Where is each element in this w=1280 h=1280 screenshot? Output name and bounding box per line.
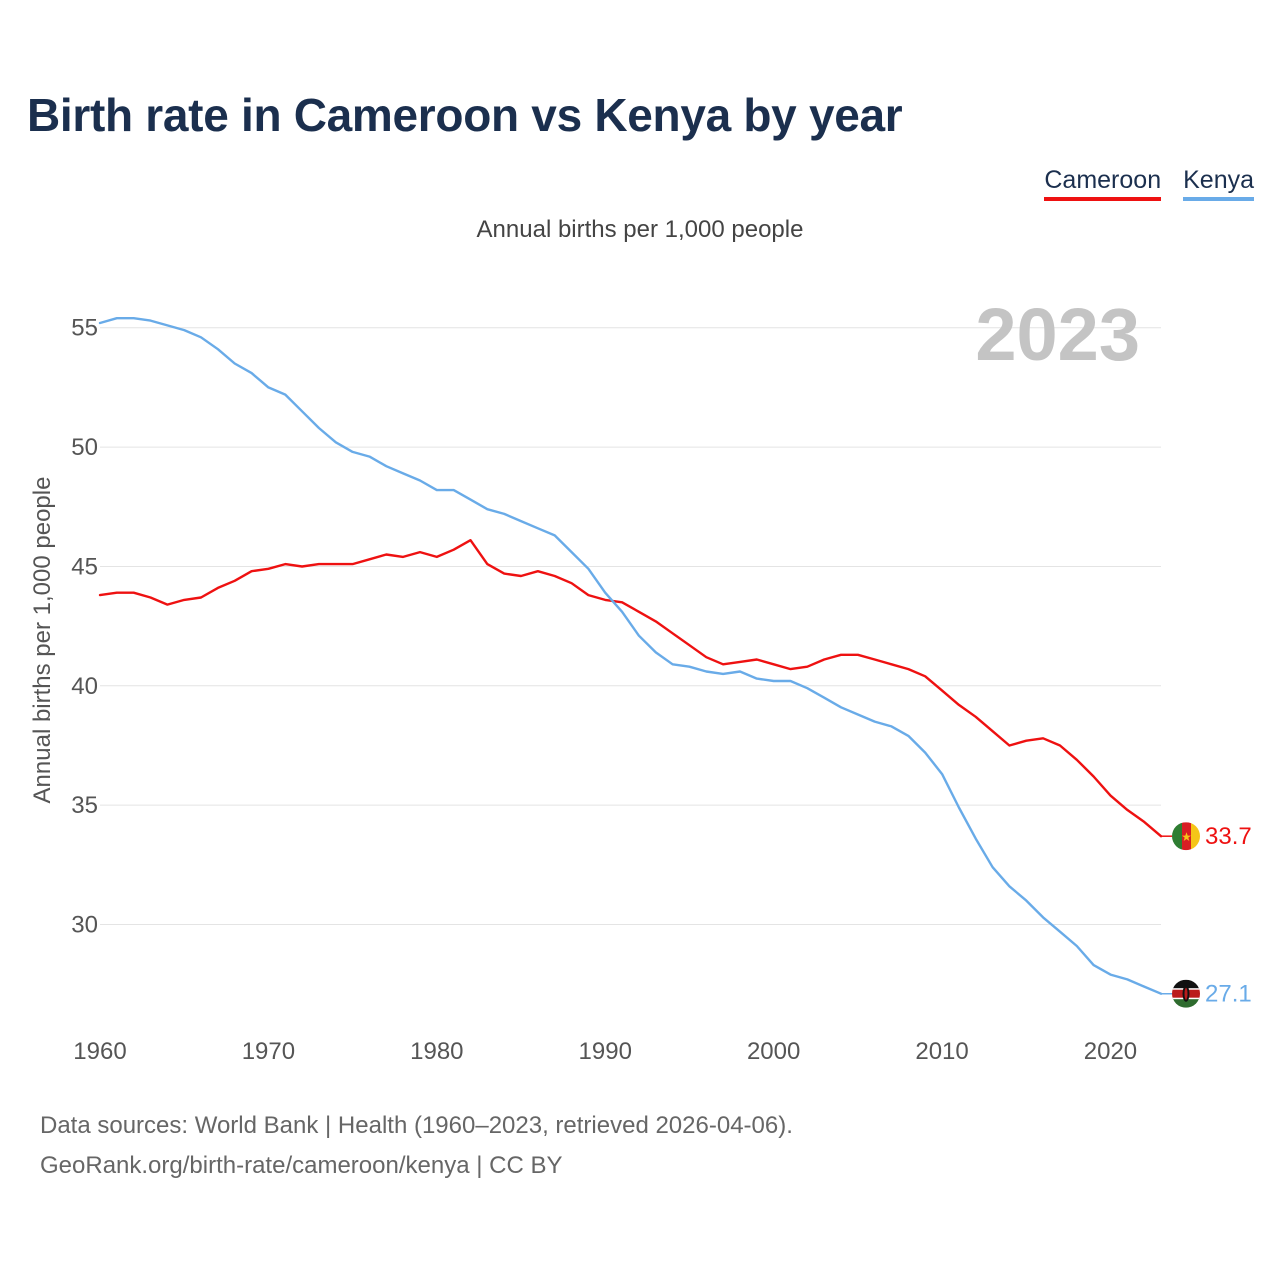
chart-subtitle: Annual births per 1,000 people	[476, 216, 804, 243]
y-tick-label: 50	[71, 434, 98, 461]
end-value-label-cameroon: 33.7	[1205, 823, 1252, 850]
cameroon-flag-icon	[1172, 822, 1200, 851]
source-line-1: Data sources: World Bank | Health (1960–…	[40, 1112, 793, 1139]
y-tick-labels: 30 35 40 45 50 55	[71, 315, 98, 939]
chart-title: Birth rate in Cameroon vs Kenya by year	[27, 89, 903, 141]
x-tick-label: 2010	[915, 1038, 968, 1065]
source-line-2[interactable]: GeoRank.org/birth-rate/cameroon/kenya | …	[40, 1152, 563, 1179]
y-tick-label: 40	[71, 673, 98, 700]
x-tick-label: 1960	[73, 1038, 126, 1065]
grid-lines	[100, 327, 1161, 926]
end-value-label-kenya: 27.1	[1205, 981, 1252, 1008]
y-axis-label: Annual births per 1,000 people	[29, 477, 56, 804]
y-tick-label: 35	[71, 792, 98, 819]
y-tick-label: 45	[71, 553, 98, 580]
source-note: Data sources: World Bank | Health (1960–…	[40, 1106, 793, 1186]
series-end-labels: 33.7 27.1	[1205, 823, 1252, 1008]
y-tick-label: 55	[71, 315, 98, 342]
line-chart: 30 35 40 45 50 55 1960 1970 1980 1990 2000 2010 202…	[29, 293, 1252, 1065]
kenya-flag-icon	[1172, 979, 1200, 1008]
x-tick-label: 1990	[579, 1038, 632, 1065]
y-tick-label: 30	[71, 912, 98, 939]
series-lines	[98, 317, 1172, 995]
x-tick-label: 1970	[242, 1038, 295, 1065]
x-tick-labels: 1960 1970 1980 1990 2000 2010 2020	[73, 1038, 1137, 1065]
x-tick-label: 1980	[410, 1038, 463, 1065]
legend: Cameroon Kenya	[1044, 166, 1254, 201]
series-end-markers	[1172, 822, 1200, 1008]
x-tick-label: 2000	[747, 1038, 800, 1065]
series-line-kenya[interactable]	[98, 317, 1163, 995]
legend-item-kenya[interactable]: Kenya	[1183, 166, 1254, 201]
x-tick-label: 2020	[1084, 1038, 1137, 1065]
legend-item-cameroon[interactable]: Cameroon	[1044, 166, 1162, 201]
year-label: 2023	[975, 293, 1140, 376]
series-line-cameroon[interactable]	[98, 539, 1163, 838]
